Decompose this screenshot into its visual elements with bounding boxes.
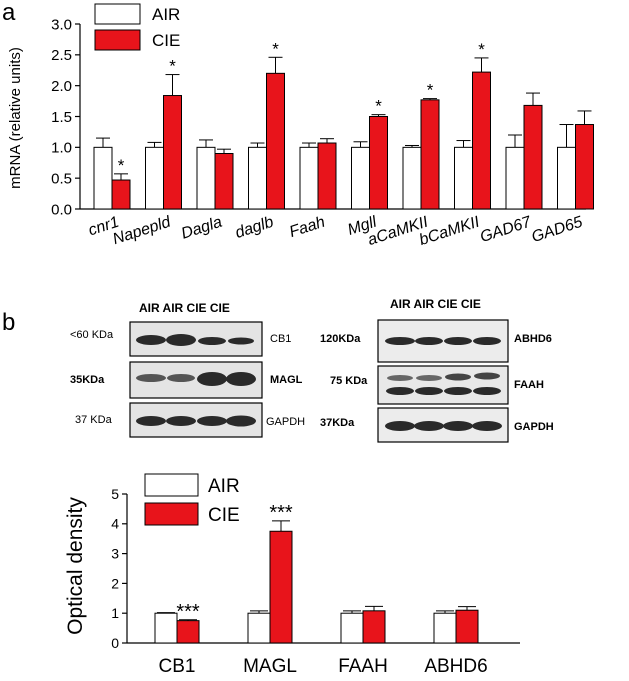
y-tick-label: 1.5 [51,109,72,126]
y-tick-label: 2 [111,575,119,591]
significance-marker: * [427,81,434,100]
bar-air [433,612,457,644]
legend-air-swatch [94,3,141,25]
bar-air [247,612,271,644]
significance-marker: *** [176,601,200,623]
bar-air [248,146,267,210]
bar-air [145,146,164,210]
y-tick-label: 0.0 [51,201,72,218]
legend-air-label: AIR [208,476,240,497]
panel-label-a: a [2,0,16,26]
y-tick-label: 0 [111,635,119,651]
significance-marker: * [169,57,176,76]
legend-cie-label: CIE [208,505,240,526]
left-blot-protein: GAPDH [266,416,305,428]
legend-cie-label: CIE [152,31,180,50]
bar-air [93,146,113,210]
chart-b-legend: AIR CIE [144,473,240,526]
legend-cie-swatch [144,502,199,526]
x-tick-label: bCaMKII [417,213,482,249]
left-blot-mw: 37 KDa [75,414,113,426]
bar-air [557,146,576,210]
y-tick-label: 5 [111,486,119,502]
significance-marker: * [478,40,485,59]
chart-b-bars: *** *** [154,502,479,644]
x-tick-label: MAGL [243,656,297,677]
significance-marker: * [272,39,279,58]
significance-marker: * [375,97,382,116]
y-tick-label: 4 [111,516,119,532]
bar-cie [472,71,491,210]
y-tick-label: 0.5 [51,170,72,187]
y-tick-label: 2.5 [51,47,72,64]
right-blot-mw: 120KDa [320,333,361,345]
right-blot-protein: GAPDH [514,421,554,433]
y-tick-label: 2.0 [51,78,72,95]
x-tick-label: ABHD6 [424,656,487,677]
bar-air [196,146,216,210]
right-blot-mw: 37KDa [320,417,355,429]
left-blot-mw: <60 KDa [70,329,114,341]
x-tick-label: FAAH [338,656,388,677]
x-tick-label: GAD65 [530,214,585,246]
left-blot-mw: 35KDa [70,374,105,386]
x-tick-label: Faah [287,214,327,241]
bar-air [454,146,473,210]
right-blot-faah: 75 KDa FAAH [330,365,544,405]
bar-cie [523,104,543,210]
significance-marker: *** [269,502,293,524]
bar-air [340,612,364,644]
bar-air [505,146,525,210]
chart-a-legend: AIR CIE [94,3,180,51]
left-blot-lane-header: AIR AIR CIE CIE [139,301,230,315]
chart-b-x-tick-labels: CB1 MAGL FAAH ABHD6 [159,656,488,677]
legend-cie-swatch [94,29,141,51]
x-tick-label: GAD67 [478,213,534,246]
bar-air [351,146,370,210]
significance-marker: * [118,156,125,175]
bar-cie [455,609,479,644]
bar-cie [269,530,293,644]
western-blots: AIR AIR CIE CIE <60 KDa CB1 35KDa MAGL 3… [70,297,554,443]
chart-a-bars: * * * * * * [93,39,594,210]
bar-cie [176,620,200,644]
bar-cie [317,142,337,210]
x-tick-label: CB1 [159,656,196,677]
y-tick-label: 3.0 [51,16,72,33]
y-tick-label: 1.0 [51,140,72,157]
y-tick-label: 3 [111,546,119,562]
x-tick-label: Dagla [179,214,224,243]
x-tick-label: daglb [233,214,276,242]
right-blot-protein: ABHD6 [514,333,552,345]
right-blot-lane-header: AIR AIR CIE CIE [390,297,481,311]
chart-b-y-axis-label: Optical density [64,497,87,635]
legend-air-swatch [144,473,199,497]
bar-air [402,146,422,210]
right-blot-protein: FAAH [514,379,544,391]
bar-air [154,612,178,644]
y-tick-label: 1 [111,605,119,621]
bar-cie [369,116,388,210]
bar-cie [163,95,182,210]
bar-air [299,146,319,210]
bar-cie [214,153,234,210]
chart-a-y-axis-label: mRNA (relative units) [7,47,24,189]
right-blot-mw: 75 KDa [330,375,368,387]
bar-cie [420,99,440,210]
panel-label-b: b [2,309,15,336]
chart-a-mrna: mRNA (relative units) 0.0 0.5 1.0 1.5 2.0 2.5… [7,3,594,249]
chart-b-optical-density: Optical density 0 1 2 3 4 5 *** *** CB1 MAGL FAA… [64,473,520,677]
bar-cie [362,610,386,644]
bar-cie [111,179,131,210]
x-tick-label: Napepld [111,213,174,248]
left-blot-protein: MAGL [270,374,303,386]
legend-air-label: AIR [152,5,180,24]
bar-cie [266,72,285,210]
bar-cie [575,124,594,210]
left-blot-protein: CB1 [270,333,291,345]
